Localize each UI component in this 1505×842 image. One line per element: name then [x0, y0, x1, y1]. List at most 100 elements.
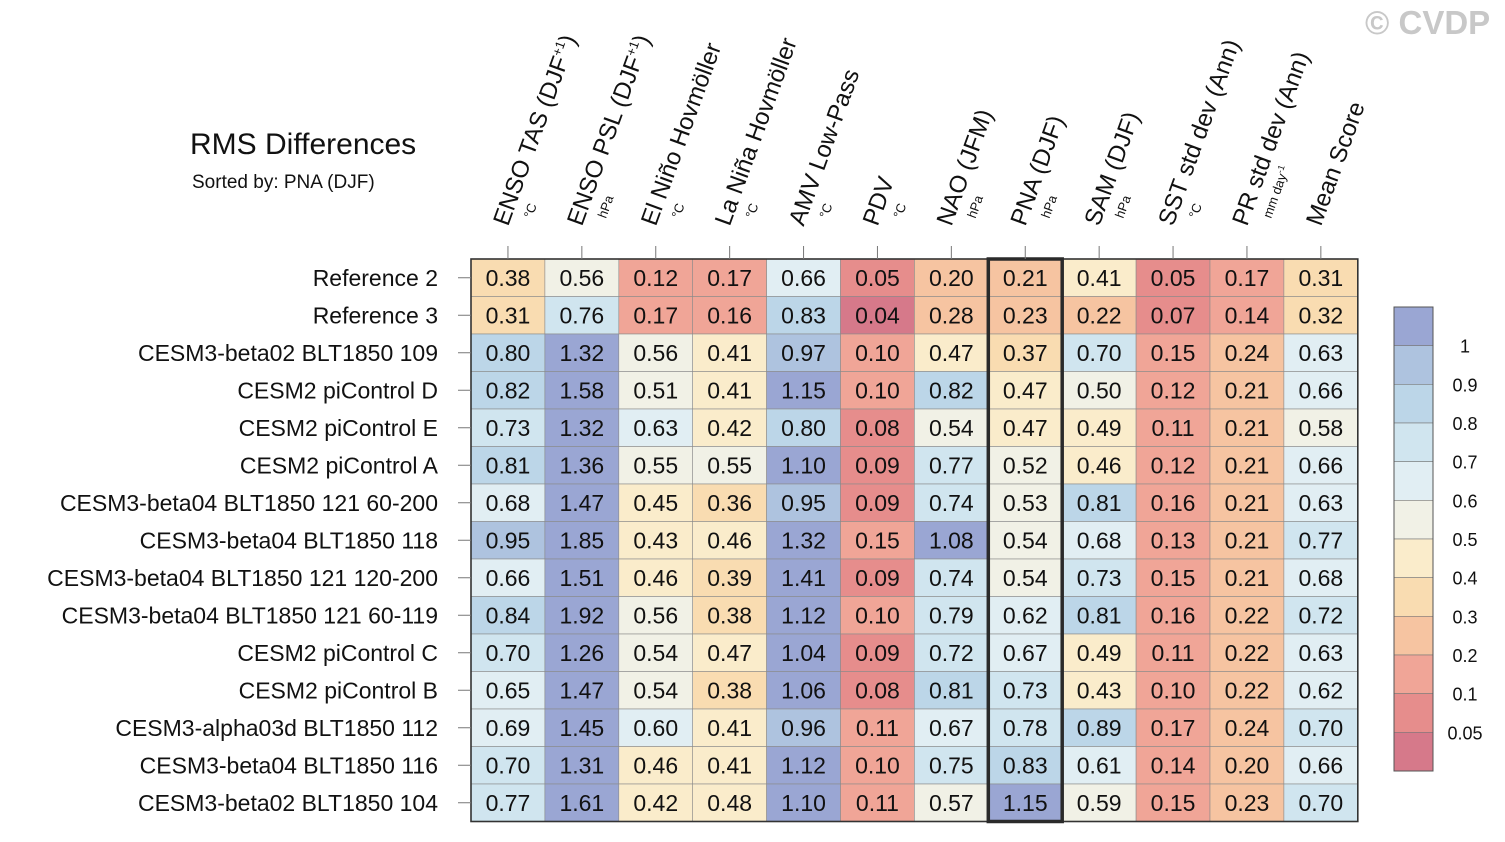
heatmap-cell [1135, 633, 1211, 672]
cell-value-label: 0.21 [1225, 490, 1270, 516]
cell-value-label: 0.70 [1298, 715, 1343, 741]
cell-value-label: 0.36 [707, 490, 752, 516]
cell-value-label: 0.08 [855, 415, 900, 441]
cvdp-watermark: © CVDP [1365, 4, 1491, 41]
cell-value-label: 0.62 [1003, 602, 1048, 628]
heatmap-cell [987, 783, 1063, 822]
heatmap-cell [470, 446, 546, 485]
heatmap-cell [914, 371, 989, 410]
colorbar-label: 0.9 [1452, 375, 1477, 395]
row-label: CESM3-beta02 BLT1850 109 [138, 340, 438, 366]
heatmap-cell [987, 708, 1063, 747]
cell-value-label: 0.80 [781, 415, 826, 441]
cell-value-label: 1.41 [781, 565, 826, 591]
heatmap-cell [618, 596, 693, 635]
colorbar-label: 0.1 [1452, 685, 1477, 705]
colorbar-label: 0.3 [1452, 607, 1477, 627]
heatmap-cell [914, 783, 989, 822]
heatmap-cell [1283, 558, 1359, 597]
cell-value-label: 1.32 [559, 340, 604, 366]
heatmap-cell [1283, 708, 1359, 747]
cell-value-label: 0.08 [855, 677, 900, 703]
heatmap-cell [1061, 446, 1137, 485]
cell-value-label: 0.32 [1298, 302, 1343, 328]
heatmap-cell [1209, 671, 1285, 710]
cell-value-label: 0.77 [1298, 527, 1343, 553]
cell-value-label: 0.55 [633, 452, 678, 478]
cell-value-label: 0.46 [1077, 452, 1122, 478]
cell-value-label: 0.57 [929, 790, 974, 816]
cell-value-label: 0.31 [1298, 265, 1343, 291]
cell-value-label: 0.41 [707, 752, 752, 778]
heatmap-cell [470, 708, 546, 747]
heatmap-cell [544, 408, 620, 447]
cell-value-label: 0.61 [1077, 752, 1122, 778]
colorbar-segment [1393, 306, 1434, 346]
cell-value-label: 0.21 [1225, 452, 1270, 478]
cell-value-label: 0.54 [1003, 527, 1048, 553]
heatmap-cell [1061, 371, 1137, 410]
cell-value-label: 0.17 [707, 265, 752, 291]
cell-value-label: 0.73 [1003, 677, 1048, 703]
cell-value-label: 0.60 [633, 715, 678, 741]
heatmap-cell [766, 296, 841, 335]
row-label: Reference 2 [313, 265, 438, 291]
cell-value-label: 0.75 [929, 752, 974, 778]
heatmap-cell [840, 446, 915, 485]
cell-value-label: 0.96 [781, 715, 826, 741]
heatmap-cell [1209, 633, 1285, 672]
cell-value-label: 0.63 [1298, 340, 1343, 366]
heatmap-cell [1061, 783, 1137, 822]
cell-value-label: 0.47 [929, 340, 974, 366]
cell-value-label: 0.05 [1151, 265, 1196, 291]
colorbar-segment [1393, 538, 1434, 578]
row-label: Reference 3 [313, 302, 438, 328]
heatmap-cell [1283, 521, 1359, 560]
cell-value-label: 0.63 [1298, 490, 1343, 516]
heatmap-cell [618, 633, 693, 672]
cell-value-label: 0.21 [1003, 265, 1048, 291]
heatmap-cell [470, 521, 546, 560]
colorbar-label: 1 [1460, 337, 1470, 357]
cell-value-label: 0.66 [1298, 377, 1343, 403]
row-label: CESM3-beta04 BLT1850 121 60-200 [60, 490, 438, 516]
heatmap-cell [544, 483, 620, 522]
cell-value-label: 0.16 [707, 302, 752, 328]
heatmap-cell [766, 596, 841, 635]
cell-value-label: 0.21 [1225, 527, 1270, 553]
heatmap-cell [544, 708, 620, 747]
cell-value-label: 0.82 [486, 377, 531, 403]
cell-value-label: 0.56 [559, 265, 604, 291]
heatmap-cell [1135, 783, 1211, 822]
cell-value-label: 1.61 [559, 790, 604, 816]
heatmap-cell [1283, 333, 1359, 372]
cell-value-label: 0.80 [486, 340, 531, 366]
cell-value-label: 0.83 [1003, 752, 1048, 778]
cell-value-label: 0.11 [856, 715, 899, 741]
heatmap-cell [470, 371, 546, 410]
cell-value-label: 0.54 [633, 677, 678, 703]
colorbar-segment [1393, 422, 1434, 462]
heatmap-cell [618, 521, 693, 560]
colorbar-segment [1393, 384, 1434, 424]
heatmap-cell [766, 483, 841, 522]
heatmap-cell [840, 671, 915, 710]
heatmap-cell [840, 296, 915, 335]
heatmap-cell [692, 708, 767, 747]
cell-value-label: 0.89 [1077, 715, 1122, 741]
cell-value-label: 1.92 [559, 602, 604, 628]
heatmap-cell [840, 483, 915, 522]
cell-value-label: 0.66 [1298, 752, 1343, 778]
cell-value-label: 0.07 [1151, 302, 1196, 328]
cell-value-label: 1.12 [781, 602, 826, 628]
heatmap-cell [1061, 671, 1137, 710]
cell-value-label: 0.68 [1077, 527, 1122, 553]
cell-value-label: 1.36 [559, 452, 604, 478]
colorbar-segment [1393, 732, 1434, 772]
heatmap-cell [470, 746, 546, 785]
row-label: CESM2 piControl B [239, 677, 438, 703]
heatmap-cell [692, 371, 767, 410]
heatmap-cell [692, 446, 767, 485]
heatmap-cell [692, 296, 767, 335]
heatmap-cell [840, 371, 915, 410]
